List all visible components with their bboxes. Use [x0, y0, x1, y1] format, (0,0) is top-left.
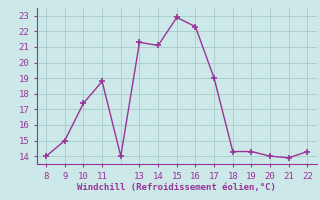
X-axis label: Windchill (Refroidissement éolien,°C): Windchill (Refroidissement éolien,°C): [77, 183, 276, 192]
